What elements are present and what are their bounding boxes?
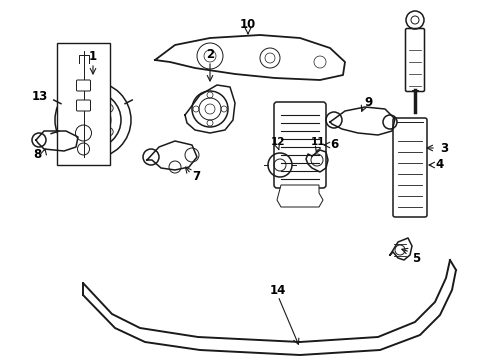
Text: 5: 5 <box>412 252 420 265</box>
FancyBboxPatch shape <box>406 28 424 91</box>
Polygon shape <box>155 35 345 80</box>
Text: 4: 4 <box>436 158 444 171</box>
FancyBboxPatch shape <box>393 118 427 217</box>
Text: 9: 9 <box>364 95 372 108</box>
Polygon shape <box>185 85 235 133</box>
Text: 10: 10 <box>240 18 256 31</box>
Text: 1: 1 <box>89 50 97 63</box>
Text: 12: 12 <box>271 137 285 147</box>
Text: 11: 11 <box>311 137 325 147</box>
Text: 3: 3 <box>440 141 448 154</box>
Polygon shape <box>277 185 323 207</box>
FancyBboxPatch shape <box>274 102 326 188</box>
Text: 6: 6 <box>330 139 338 152</box>
Text: 8: 8 <box>33 148 41 162</box>
Text: 13: 13 <box>32 90 48 103</box>
Text: 7: 7 <box>192 171 200 184</box>
FancyBboxPatch shape <box>76 100 91 111</box>
Text: 14: 14 <box>270 284 286 297</box>
FancyBboxPatch shape <box>76 80 91 91</box>
Text: 2: 2 <box>206 49 214 62</box>
Bar <box>57 43 110 165</box>
